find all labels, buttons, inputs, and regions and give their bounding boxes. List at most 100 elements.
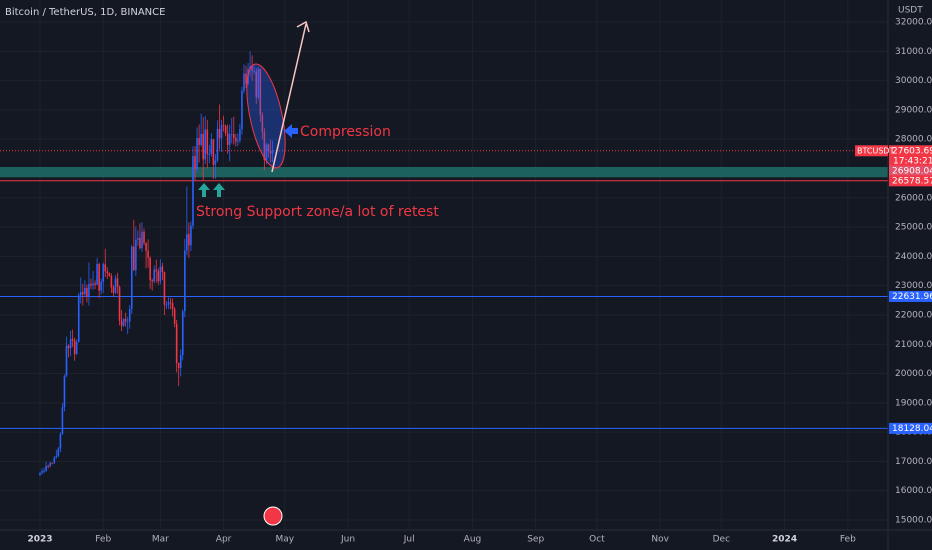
candles <box>39 51 274 477</box>
candle-body <box>190 225 192 246</box>
candle-body <box>226 133 229 146</box>
candle-body <box>210 139 213 155</box>
countdown: 17:43:21 <box>893 156 932 166</box>
candle-body <box>102 264 105 282</box>
x-tick-label: Sep <box>527 535 544 545</box>
symbol-box <box>855 145 888 157</box>
candle-body <box>169 302 172 304</box>
candle-body <box>82 292 84 295</box>
x-tick-label: Dec <box>713 535 730 545</box>
y-tick-label: 29000.00 <box>895 105 932 115</box>
candle-body <box>251 66 253 72</box>
candle-body <box>147 250 149 258</box>
candle-body <box>259 69 262 116</box>
candle-body <box>151 280 153 282</box>
candle-body <box>130 246 133 310</box>
candle-body <box>230 134 233 135</box>
candle-body <box>202 133 204 160</box>
candle-body <box>241 90 243 130</box>
y-tick-label: 17000.00 <box>895 457 932 467</box>
candle-body <box>141 231 143 249</box>
trend-arrow-head <box>296 20 310 33</box>
candle-body <box>224 125 227 134</box>
candle-body <box>65 345 68 376</box>
y-tick-label: 24000.00 <box>895 252 932 262</box>
price-label-box <box>889 290 932 302</box>
candle-body <box>245 73 247 84</box>
x-tick-label: Aug <box>464 535 482 545</box>
candle-body <box>222 125 225 126</box>
candle-body <box>116 278 119 287</box>
y-tick-label: 16000.00 <box>895 486 932 496</box>
candle-body <box>88 283 90 297</box>
candle-body <box>177 363 180 368</box>
candle-body <box>167 302 170 305</box>
y-tick-label: 19000.00 <box>895 398 932 408</box>
compression-ellipse <box>246 63 286 169</box>
x-tick-label: 2023 <box>27 535 52 545</box>
candle-body <box>145 243 147 251</box>
y-tick-label: 15000.00 <box>895 516 932 526</box>
trend-arrow <box>271 23 307 173</box>
candle-body <box>263 131 266 161</box>
candle-body <box>122 319 125 326</box>
support-arrow <box>198 183 210 197</box>
candle-body <box>45 465 47 472</box>
candle-body <box>194 156 196 170</box>
candle-body <box>235 137 237 142</box>
price-label-box <box>889 422 932 434</box>
x-tick-label: Oct <box>589 535 605 545</box>
candle-body <box>212 139 215 165</box>
candle-body <box>75 341 78 354</box>
x-tick-label: Feb <box>95 535 111 545</box>
candle-body <box>192 156 194 226</box>
candle-body <box>67 345 70 349</box>
candle-body <box>96 263 98 285</box>
price-label: 27603.69 <box>892 146 932 156</box>
candle-body <box>73 340 76 354</box>
candle-body <box>61 407 64 434</box>
candle-body <box>90 283 92 286</box>
candle-body <box>92 283 94 286</box>
candle-body <box>94 283 96 285</box>
x-tick-label: Apr <box>216 535 232 545</box>
candle-body <box>267 144 270 151</box>
x-tick-label: Jul <box>403 535 415 545</box>
candle-body <box>184 250 186 312</box>
symbol-label: BTCUSDT <box>857 146 895 155</box>
candle-body <box>159 266 162 282</box>
candle-body <box>139 237 141 249</box>
candle-body <box>165 304 168 306</box>
x-tick-label: May <box>275 535 294 545</box>
candle-body <box>181 311 184 356</box>
candle-body <box>196 137 198 170</box>
candle-body <box>124 319 127 322</box>
candle-body <box>218 128 221 139</box>
logo-icon[interactable] <box>263 506 283 526</box>
candle-body <box>163 271 166 305</box>
candle-body <box>175 323 178 364</box>
price-label: 26578.57 <box>892 176 932 186</box>
annotation: Strong Support zone/a lot of retest <box>196 204 439 220</box>
annotation: Compression <box>300 124 391 140</box>
candle-body <box>204 129 207 160</box>
candle-body <box>255 71 258 98</box>
chart-title: Bitcoin / TetherUS, 1D, BINANCE <box>5 7 165 18</box>
candle-body <box>153 269 156 282</box>
candle-body <box>157 271 160 282</box>
candle-body <box>47 465 49 467</box>
candle-body <box>71 338 74 341</box>
candle-body <box>208 154 211 155</box>
candle-body <box>214 160 217 165</box>
candle-body <box>86 287 88 297</box>
candle-body <box>232 134 235 138</box>
candle-body <box>149 257 151 281</box>
y-tick-label: 22000.00 <box>895 310 932 320</box>
candle-body <box>179 355 182 368</box>
price-label-box <box>889 175 932 187</box>
y-tick-label: 23000.00 <box>895 281 932 291</box>
x-tick-label: 2024 <box>772 535 797 545</box>
